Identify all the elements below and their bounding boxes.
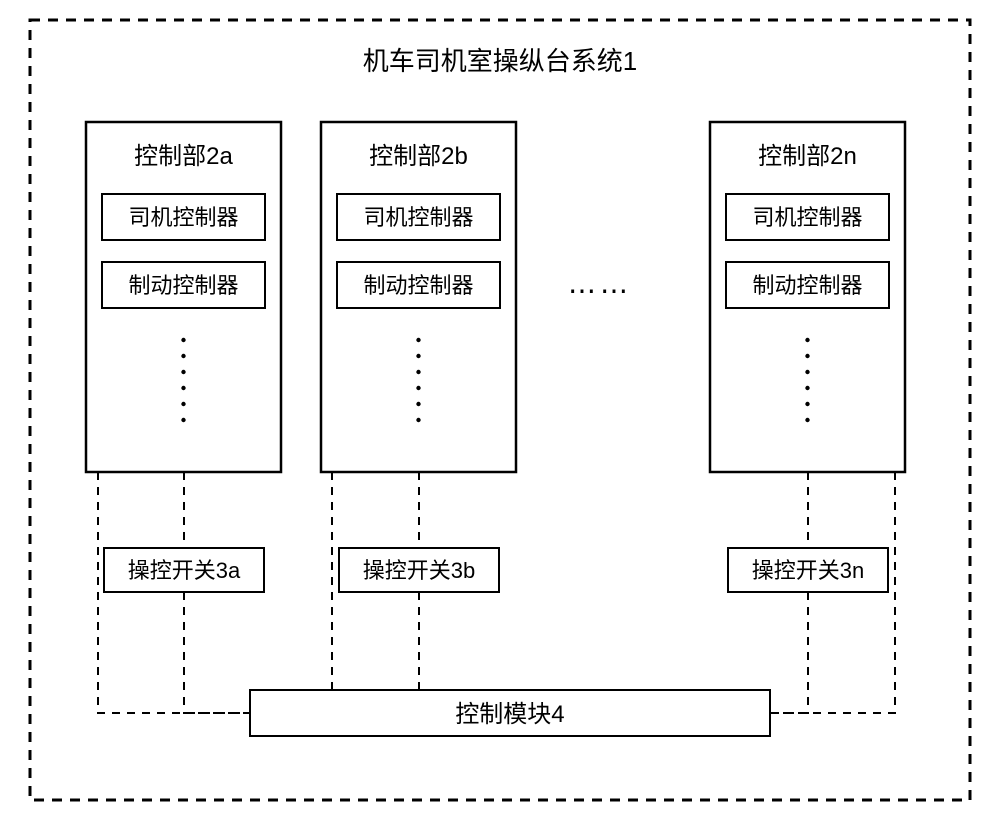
control-section-header: 控制部2b xyxy=(369,143,468,170)
controller-label: 制动控制器 xyxy=(363,273,473,298)
vdots-icon xyxy=(181,338,185,342)
vdots-icon xyxy=(805,418,809,422)
vdots-icon xyxy=(181,354,185,358)
vdots-icon xyxy=(805,402,809,406)
control-section-header: 控制部2n xyxy=(758,143,857,170)
controller-label: 司机控制器 xyxy=(363,205,473,230)
switch-label: 操控开关3b xyxy=(363,558,475,583)
controller-label: 制动控制器 xyxy=(752,273,862,298)
vdots-icon xyxy=(181,386,185,390)
controller-label: 制动控制器 xyxy=(128,273,238,298)
switch-label: 操控开关3n xyxy=(752,558,864,583)
vdots-icon xyxy=(805,370,809,374)
switch-label: 操控开关3a xyxy=(128,558,241,583)
vdots-icon xyxy=(416,370,420,374)
dashed-link xyxy=(770,592,808,713)
vdots-icon xyxy=(416,338,420,342)
dashed-link xyxy=(184,592,250,713)
vdots-icon xyxy=(416,386,420,390)
system-outer-box xyxy=(30,20,970,800)
hdots-icon: ⋯⋯ xyxy=(568,275,632,306)
vdots-icon xyxy=(416,402,420,406)
controller-label: 司机控制器 xyxy=(752,205,862,230)
vdots-icon xyxy=(416,354,420,358)
vdots-icon xyxy=(805,338,809,342)
vdots-icon xyxy=(416,418,420,422)
vdots-icon xyxy=(181,402,185,406)
vdots-icon xyxy=(805,354,809,358)
controller-label: 司机控制器 xyxy=(128,205,238,230)
system-title: 机车司机室操纵台系统1 xyxy=(363,46,637,76)
control-section-header: 控制部2a xyxy=(134,143,233,170)
vdots-icon xyxy=(181,370,185,374)
control-module-label: 控制模块4 xyxy=(455,701,564,728)
vdots-icon xyxy=(181,418,185,422)
vdots-icon xyxy=(805,386,809,390)
